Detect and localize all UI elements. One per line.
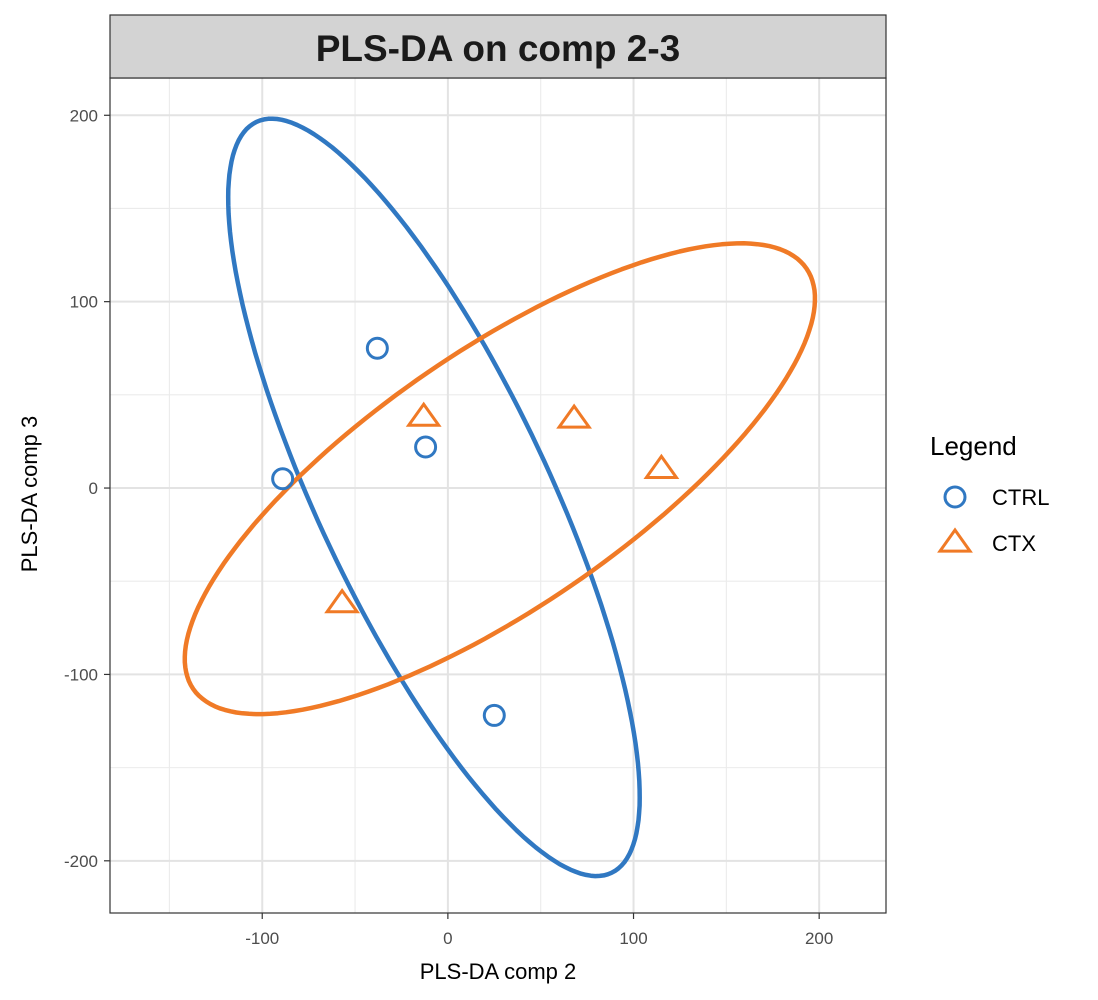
chart-title: PLS-DA on comp 2-3 xyxy=(316,28,681,69)
ctx-legend-key xyxy=(937,527,973,553)
confidence-ellipses xyxy=(182,116,818,879)
ctx-legend-label: CTX xyxy=(992,531,1036,556)
x-tick-label: 100 xyxy=(619,929,647,948)
x-axis-ticks: -100 0 100 200 xyxy=(245,913,833,948)
x-tick-label: 200 xyxy=(805,929,833,948)
ctx-point xyxy=(324,588,361,614)
ctrl-point xyxy=(365,336,389,360)
grid-major-lines xyxy=(110,78,886,913)
x-tick-label: 0 xyxy=(443,929,452,948)
y-tick-label: -100 xyxy=(64,665,98,684)
legend: Legend CTRL CTX xyxy=(930,431,1049,556)
y-axis-ticks: 200 100 0 -100 -200 xyxy=(64,106,110,871)
y-axis-title: PLS-DA comp 3 xyxy=(17,416,42,573)
ctx-ellipse xyxy=(182,241,818,717)
ctrl-ellipse xyxy=(225,116,642,879)
ctrl-point xyxy=(482,703,506,727)
y-tick-label: 200 xyxy=(70,106,98,125)
ctrl-legend-key xyxy=(943,485,967,509)
title-strip-background xyxy=(109,14,887,79)
y-tick-label: -200 xyxy=(64,852,98,871)
ctrl-point xyxy=(271,467,295,491)
ctx-point xyxy=(405,401,442,427)
ctrl-legend-label: CTRL xyxy=(992,485,1049,510)
x-axis-title: PLS-DA comp 2 xyxy=(420,959,577,984)
ctrl-point xyxy=(414,435,438,459)
x-tick-label: -100 xyxy=(245,929,279,948)
data-points xyxy=(271,336,680,727)
legend-title: Legend xyxy=(930,431,1017,461)
grid-minor-lines xyxy=(110,78,886,913)
title-strip: PLS-DA on comp 2-3 xyxy=(109,14,887,79)
y-tick-label: 100 xyxy=(70,293,98,312)
ctx-point xyxy=(556,403,593,429)
ctx-point xyxy=(643,453,680,479)
y-tick-label: 0 xyxy=(89,479,98,498)
